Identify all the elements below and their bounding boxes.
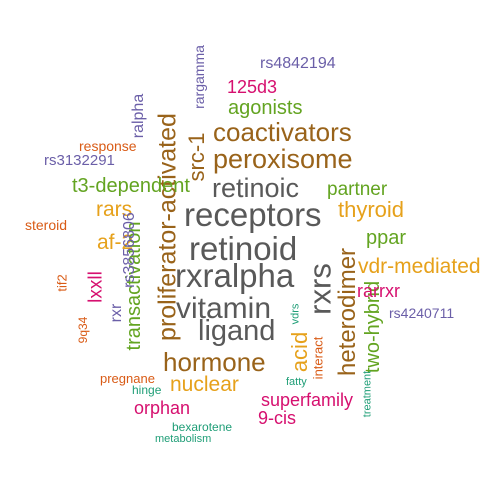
word-rxr: rs3856806 [121,212,138,288]
word-receptors: receptors [184,196,322,233]
word-partner: ppar [366,227,407,249]
word-orphan: lxxll [85,271,107,303]
word-thyroid: thyroid [338,197,405,222]
word-response: steroid [25,217,68,233]
word-rs4240711: ralpha [130,93,147,139]
word-hormone: hormone [163,347,266,377]
word-nuclear: nuclear [170,373,239,396]
word-rars: rars [96,198,133,221]
word-peroxisome: peroxisome [213,144,353,174]
word-steroid: response [79,138,137,154]
word-125d3: t3-dependent [72,175,190,197]
word-ligand: ligand [198,315,276,347]
word-hinge: hinge [132,383,162,397]
word-vdr-mediated: partner [327,179,388,200]
word-proliferator-activated: proliferator-activated [153,113,182,341]
word-fatty: fatty [286,376,307,388]
word-coactivators: coactivators [213,117,352,147]
word-rargamma: tif2 [54,274,70,292]
word-vitamin: vitamin [176,292,272,325]
word-metabolism: metabolism [155,433,212,445]
word-af-2: af-2 [97,231,134,254]
word-treatment: treatment [361,370,374,418]
word-rs4842194: 9-cis [258,408,297,428]
word-transactivation: 125d3 [227,77,278,97]
word-acid: acid [287,331,312,373]
word-ppar: vdr-mediated [358,255,481,278]
word-pregnane: rs3132291 [44,152,115,169]
word-agonists: rarrxr [357,281,400,301]
word-9-cis: superfamily [261,390,354,410]
word-retinoic: retinoic [212,173,300,203]
word-superfamily: orphan [134,398,191,418]
word-interact: pregnane [100,371,155,386]
word-rs3856806: 9q34 [76,316,90,344]
word-two-hybrid: rs4842194 [260,55,336,72]
word-heterodimer: heterodimer [334,247,361,377]
word-rs3132291: rxr [108,303,125,323]
word-9q34: rs4240711 [389,305,455,321]
word-ralpha: rargamma [191,45,207,109]
word-retinoid: retinoid [189,230,298,267]
word-t3-dependent: agonists [228,97,303,119]
word-rxralpha: rxralpha [175,257,295,294]
word-bexarotene: bexarotene [172,420,233,434]
word-tif2: interact [310,336,326,380]
word-vdrs: vdrs [289,303,302,325]
word-rxrs: rxrs [302,263,338,315]
